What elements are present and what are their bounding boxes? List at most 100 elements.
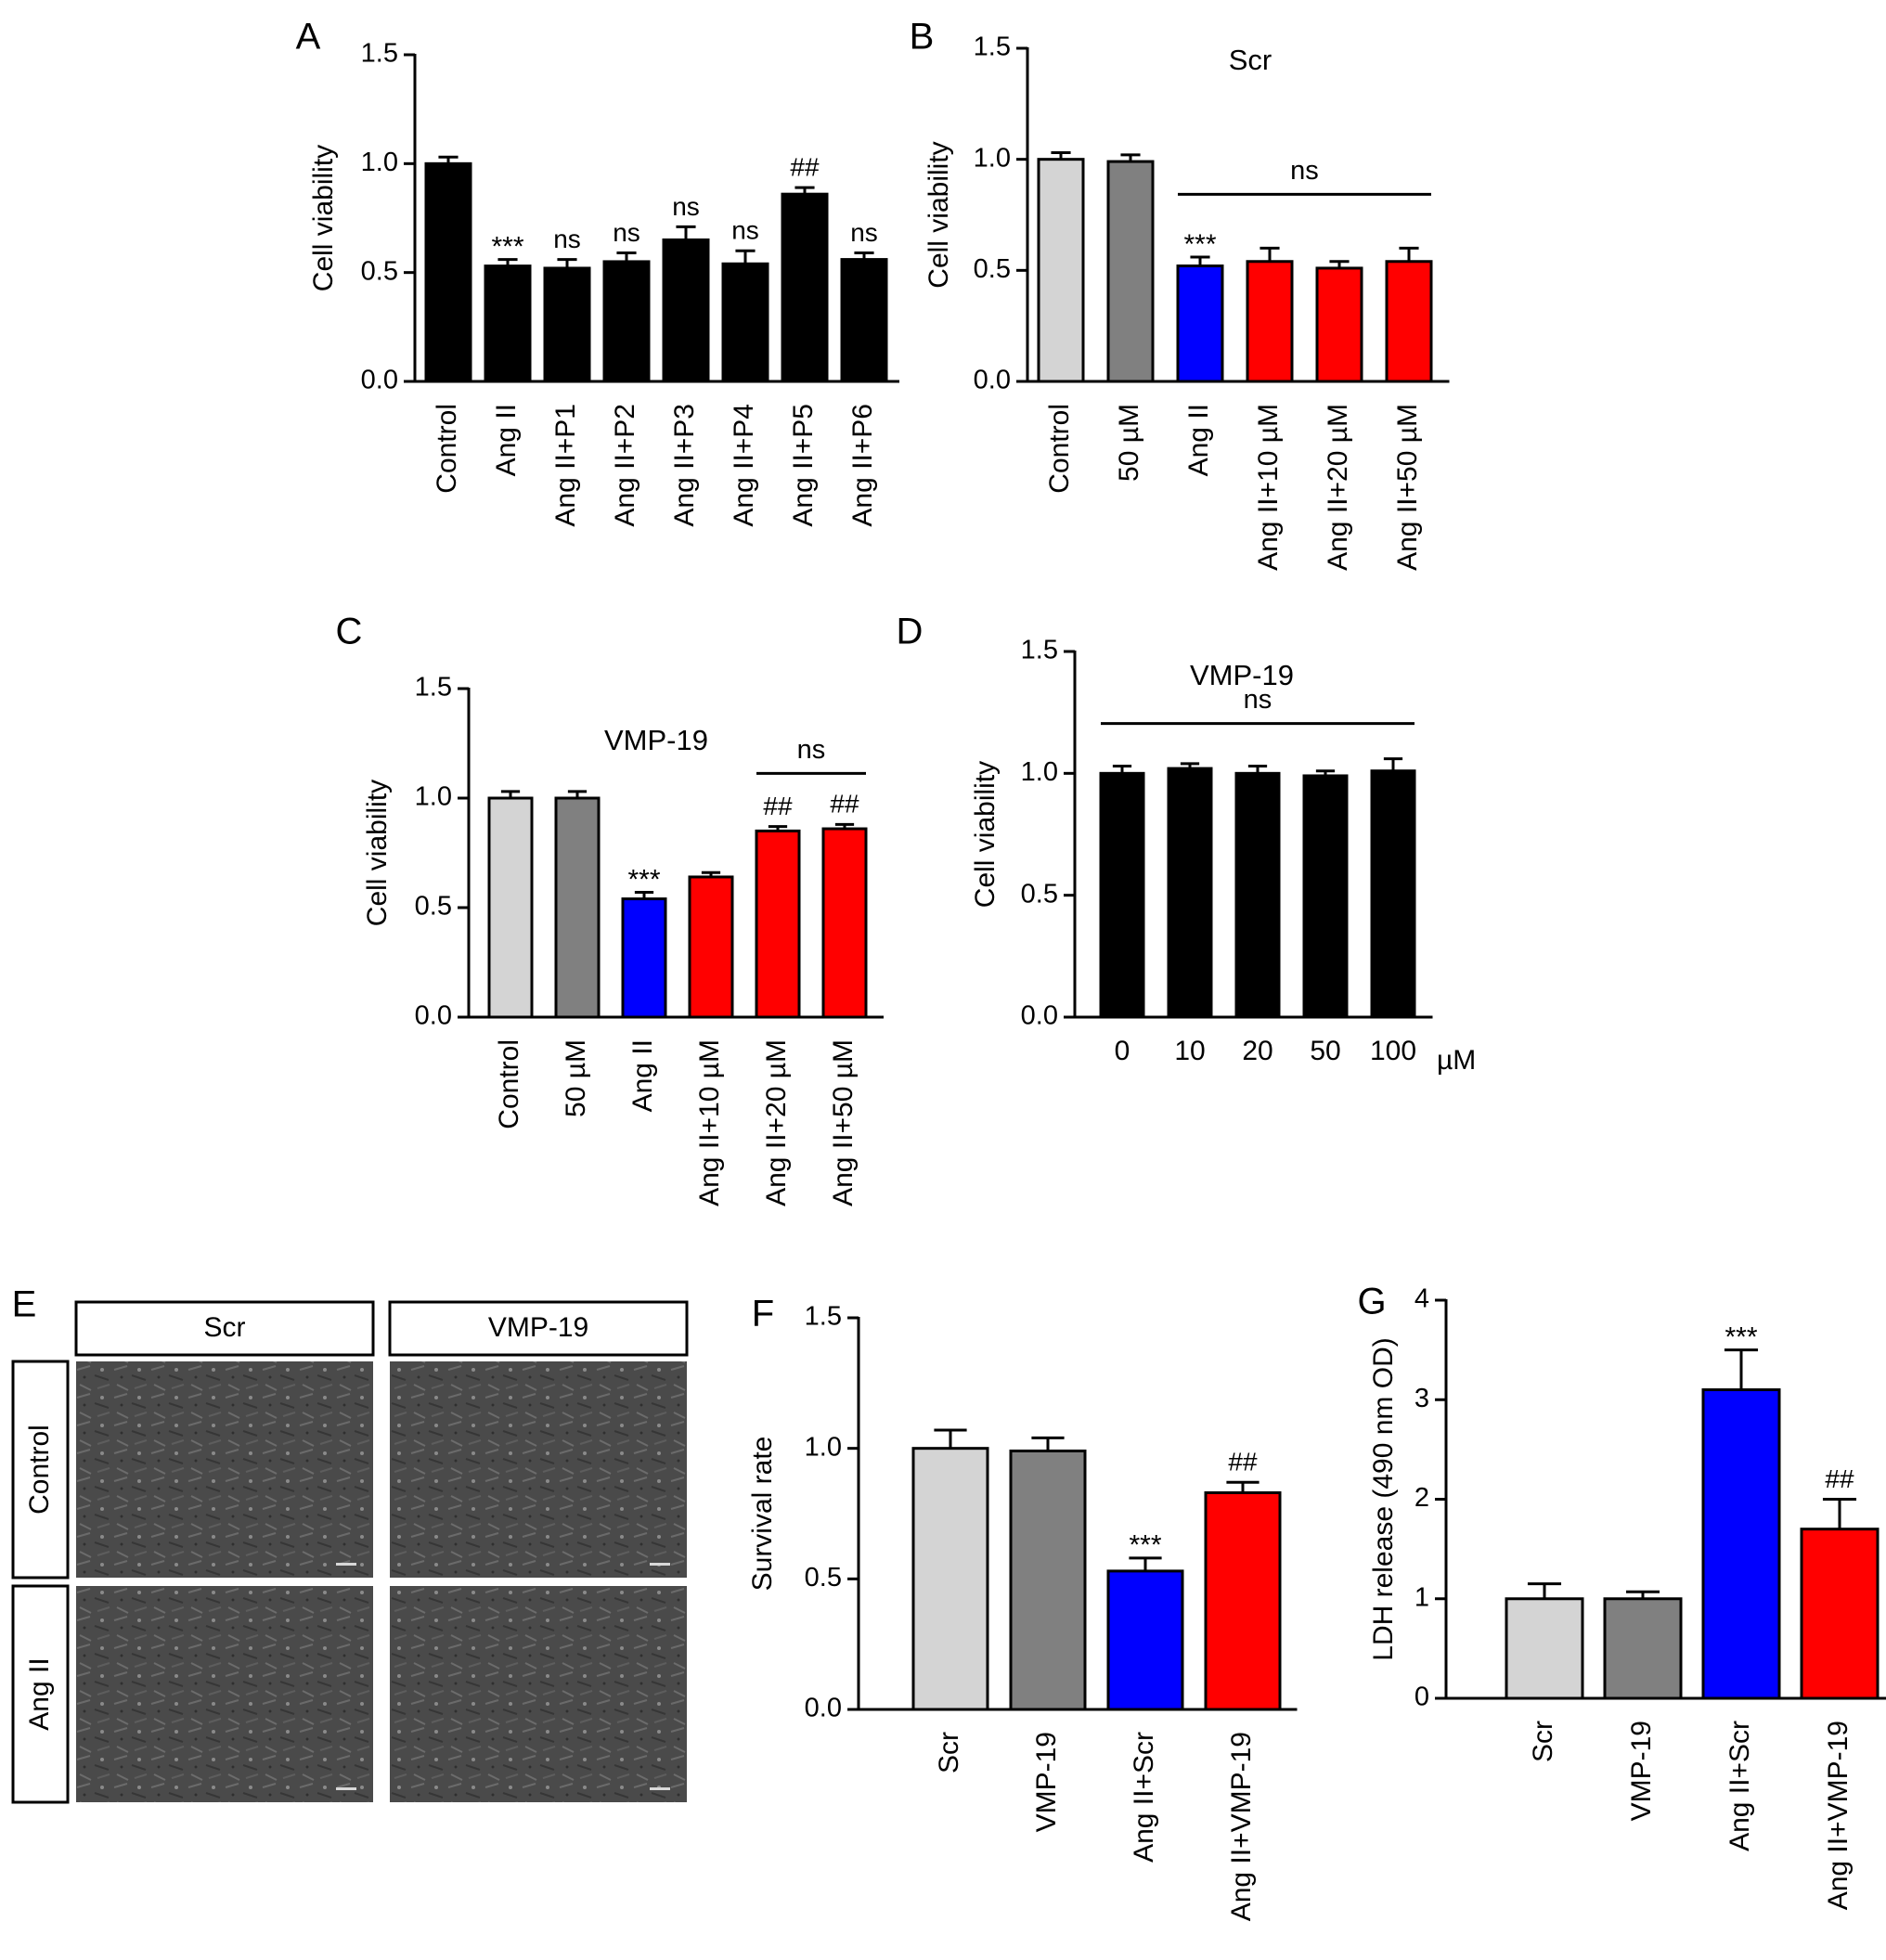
- significance-label: ns: [613, 218, 640, 247]
- chart-f: F 0.0 0.5 1.0 1.5 Survival rate Scr VMP-19 Ang I…: [747, 1294, 1298, 1921]
- x-tick-label: Ang II+P1: [550, 404, 581, 527]
- bracket-label: ns: [1290, 156, 1319, 186]
- x-tick-label: VMP-19: [1626, 1721, 1657, 1821]
- y-tick-label: 4: [1414, 1284, 1429, 1314]
- row-header: Control: [24, 1425, 55, 1515]
- bar: [1204, 1490, 1282, 1711]
- column-header: Scr: [204, 1312, 246, 1343]
- x-tick-label: Ang II+50 µM: [1392, 404, 1423, 571]
- x-tick-label: Ang II+Scr: [1129, 1732, 1159, 1863]
- micrograph-image: [76, 1586, 373, 1802]
- x-tick-label: Ang II+VMP-19: [1226, 1732, 1257, 1921]
- bracket-label: ns: [1244, 685, 1272, 715]
- chart-title: VMP-19: [1190, 659, 1294, 691]
- x-tick-label: 50: [1310, 1036, 1340, 1066]
- bar: [1246, 260, 1294, 383]
- bar: [487, 796, 534, 1019]
- y-tick-label: 1: [1414, 1582, 1429, 1612]
- bar: [554, 796, 601, 1019]
- y-tick-label: 0.5: [805, 1563, 842, 1592]
- y-axis-title: Survival rate: [747, 1437, 778, 1592]
- scale-bar: [336, 1787, 356, 1790]
- x-tick-label: Ang II+10 µM: [694, 1039, 725, 1206]
- panel-label: F: [752, 1294, 774, 1335]
- chart-title: Scr: [1229, 44, 1272, 76]
- panel-label: C: [336, 612, 363, 652]
- y-tick-label: 1.5: [974, 32, 1011, 62]
- significance-label: ##: [790, 153, 820, 182]
- y-tick-label: 1.5: [361, 39, 398, 69]
- y-tick-label: 1.5: [415, 673, 452, 703]
- chart-a: A 0.0 0.5 1.0 1.5 Cell viability Control Ang II…: [296, 17, 899, 527]
- bar: [1505, 1597, 1584, 1700]
- x-tick-label: Ang II: [627, 1039, 658, 1112]
- significance-label: ***: [1129, 1530, 1161, 1561]
- bar: [840, 258, 888, 383]
- bar: [1176, 264, 1224, 383]
- x-tick-label: Ang II+P4: [729, 404, 759, 527]
- significance-label: ***: [1183, 229, 1216, 260]
- significance-label: ns: [553, 225, 581, 253]
- column-header-box: [388, 1300, 689, 1357]
- x-tick-label: Ang II+P3: [669, 404, 700, 527]
- bar: [911, 1447, 989, 1711]
- y-tick-label: 1.5: [1021, 636, 1058, 665]
- micrograph-image: [76, 1361, 373, 1578]
- y-axis-title: Cell viability: [308, 145, 339, 291]
- panel-label: G: [1357, 1282, 1386, 1322]
- bar: [1315, 266, 1363, 383]
- bar: [1106, 1569, 1184, 1711]
- y-tick-label: 0.0: [415, 1001, 452, 1031]
- x-tick-label: 100: [1370, 1036, 1416, 1066]
- scale-bar: [336, 1563, 356, 1566]
- y-tick-label: 0.5: [361, 256, 398, 286]
- y-tick-label: 0.5: [415, 892, 452, 922]
- micrograph-image: [390, 1586, 687, 1802]
- significance-label: ns: [731, 216, 759, 245]
- bar: [781, 192, 829, 383]
- bar: [1009, 1449, 1087, 1711]
- y-axis-title: LDH release (490 nm OD): [1368, 1337, 1399, 1660]
- bracket-label: ns: [797, 735, 826, 765]
- bar: [602, 260, 651, 383]
- bar: [662, 238, 710, 383]
- x-tick-label: VMP-19: [1031, 1732, 1062, 1832]
- bar: [1370, 769, 1416, 1019]
- significance-label: ns: [672, 192, 700, 221]
- column-header-box: [74, 1300, 375, 1357]
- micrograph-image: [390, 1361, 687, 1578]
- y-tick-label: 1.5: [805, 1302, 842, 1332]
- x-tick-label: Ang II+20 µM: [761, 1039, 792, 1206]
- y-tick-label: 1.0: [415, 782, 452, 812]
- y-axis-title: Cell viability: [924, 141, 954, 288]
- y-tick-label: 0.0: [1021, 1001, 1058, 1031]
- bar: [484, 264, 532, 383]
- y-tick-label: 0.0: [805, 1694, 842, 1723]
- x-tick-label: 20: [1242, 1036, 1272, 1066]
- column-header: VMP-19: [488, 1312, 588, 1343]
- scale-bar: [650, 1563, 670, 1566]
- x-tick-label: Control: [494, 1039, 524, 1129]
- x-tick-label: Ang II: [1183, 404, 1214, 476]
- y-tick-label: 1.0: [805, 1432, 842, 1462]
- y-tick-label: 0.5: [1021, 879, 1058, 909]
- significance-label: ##: [763, 792, 793, 820]
- x-tick-label: Ang II+P2: [610, 404, 640, 527]
- bar: [543, 266, 591, 383]
- bar: [1167, 767, 1213, 1019]
- chart-b: B Scr 0.0 0.5 1.0 1.5 Cell viability Control 50 …: [910, 17, 1450, 571]
- chart-d: D VMP-19 0.0 0.5 1.0 1.5 Cell viability 0 10 20 50…: [897, 612, 1477, 1076]
- x-tick-label: 50 µM: [561, 1039, 591, 1117]
- significance-label: ***: [491, 232, 523, 263]
- panel-label: E: [12, 1284, 37, 1325]
- x-tick-label: 0: [1115, 1036, 1130, 1066]
- bar: [1800, 1528, 1880, 1700]
- significance-label: ##: [830, 790, 859, 819]
- x-tick-label: Control: [1044, 404, 1075, 494]
- y-tick-label: 0.5: [974, 254, 1011, 284]
- y-axis-title: Cell viability: [970, 761, 1001, 908]
- bar: [1234, 771, 1281, 1019]
- x-tick-label: 50 µM: [1114, 404, 1144, 482]
- x-tick-label: Ang II+10 µM: [1253, 404, 1284, 571]
- y-tick-label: 1.0: [974, 143, 1011, 173]
